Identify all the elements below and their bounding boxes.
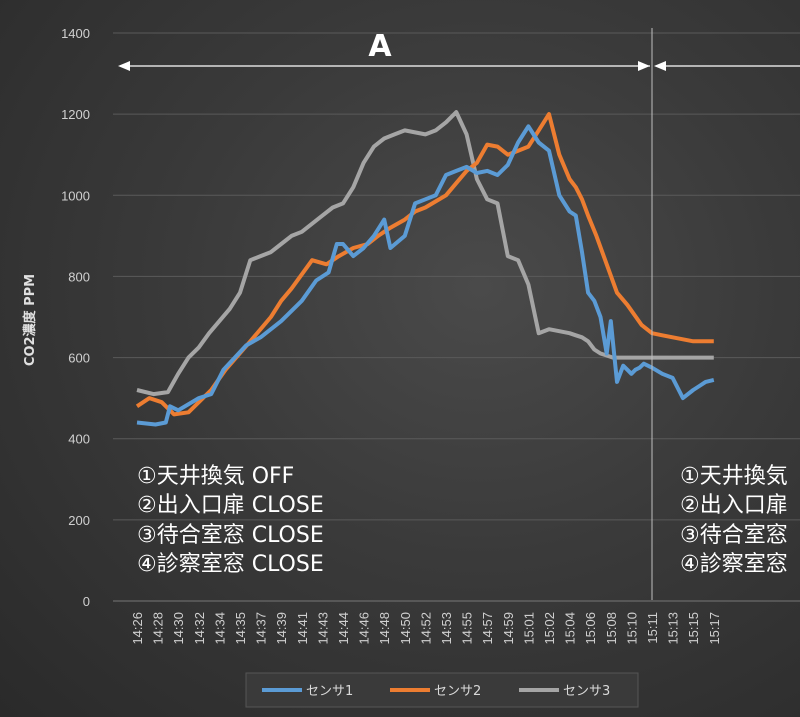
condition-a-4: ④診察室窓 CLOSE	[137, 552, 324, 577]
x-tick-label: 15:15	[686, 612, 701, 645]
range-arrow-a	[118, 61, 650, 71]
y-tick-label: 0	[83, 594, 90, 609]
legend: センサ1 センサ2 センサ3	[245, 672, 639, 708]
x-tick-label: 14:26	[130, 612, 145, 645]
region-label-a: A	[368, 29, 392, 64]
x-tick-label: 14:32	[192, 612, 207, 645]
x-tick-label: 15:01	[521, 612, 536, 645]
x-tick-label: 14:55	[460, 612, 475, 645]
x-tick-label: 14:41	[295, 612, 310, 645]
y-axis-ticks: 0 200 400 600 800 1000 1200 1400	[61, 26, 90, 609]
x-tick-label: 14:50	[398, 612, 413, 645]
x-tick-label: 15:06	[583, 612, 598, 645]
series-line-1	[136, 124, 715, 427]
y-tick-label: 600	[68, 351, 90, 366]
y-axis-label: CO2濃度 PPM	[22, 274, 38, 366]
condition-a-1: ①天井換気 OFF	[137, 464, 294, 489]
condition-b-1: ①天井換気	[680, 464, 788, 489]
x-tick-label: 15:11	[645, 612, 660, 644]
legend-label-3: センサ3	[563, 684, 610, 699]
range-arrow-b	[654, 61, 800, 71]
condition-b-4: ④診察室窓	[680, 552, 788, 577]
x-tick-label: 15:17	[707, 612, 722, 645]
x-tick-label: 14:37	[254, 612, 269, 645]
condition-a-2: ②出入口扉 CLOSE	[137, 493, 324, 518]
conditions-a: ①天井換気 OFF ②出入口扉 CLOSE ③待合室窓 CLOSE ④診察室窓 …	[137, 464, 324, 577]
legend-label-2: センサ2	[434, 684, 481, 699]
x-tick-label: 14:53	[439, 612, 454, 645]
y-tick-label: 200	[68, 513, 90, 528]
y-tick-label: 1200	[61, 107, 90, 122]
x-tick-label: 14:28	[151, 612, 166, 645]
condition-a-3: ③待合室窓 CLOSE	[137, 523, 324, 548]
x-axis-ticks: 14:26 14:28 14:30 14:32 14:34 14:35 14:37 14:39…	[130, 612, 722, 645]
x-tick-label: 15:02	[542, 612, 557, 645]
x-tick-label: 14:35	[233, 612, 248, 645]
x-tick-label: 14:43	[315, 612, 330, 645]
condition-b-2: ②出入口扉	[680, 493, 788, 518]
x-tick-label: 14:30	[171, 612, 186, 645]
y-tick-label: 800	[68, 269, 90, 284]
x-tick-label: 15:10	[624, 612, 639, 645]
x-tick-label: 15:04	[563, 612, 578, 645]
y-tick-label: 1400	[61, 26, 90, 41]
series-line-3	[136, 110, 714, 397]
x-tick-label: 14:57	[480, 612, 495, 645]
condition-b-3: ③待合室窓	[680, 523, 788, 548]
x-tick-label: 15:13	[666, 612, 681, 645]
x-tick-label: 14:59	[501, 612, 516, 645]
x-tick-label: 14:48	[377, 612, 392, 645]
series-lines	[135, 110, 715, 427]
conditions-b: ①天井換気 ②出入口扉 ③待合室窓 ④診察室窓	[680, 464, 788, 577]
x-tick-label: 14:34	[212, 612, 227, 645]
x-tick-label: 14:46	[357, 612, 372, 645]
x-tick-label: 14:44	[336, 612, 351, 645]
grid-lines	[113, 32, 800, 602]
y-tick-label: 400	[68, 432, 90, 447]
series-line-2	[135, 112, 714, 417]
y-tick-label: 1000	[61, 188, 90, 203]
x-tick-label: 14:52	[418, 612, 433, 645]
x-tick-label: 15:08	[604, 612, 619, 645]
x-tick-label: 14:39	[274, 612, 289, 645]
legend-box	[245, 672, 639, 708]
legend-label-1: センサ1	[306, 684, 353, 699]
